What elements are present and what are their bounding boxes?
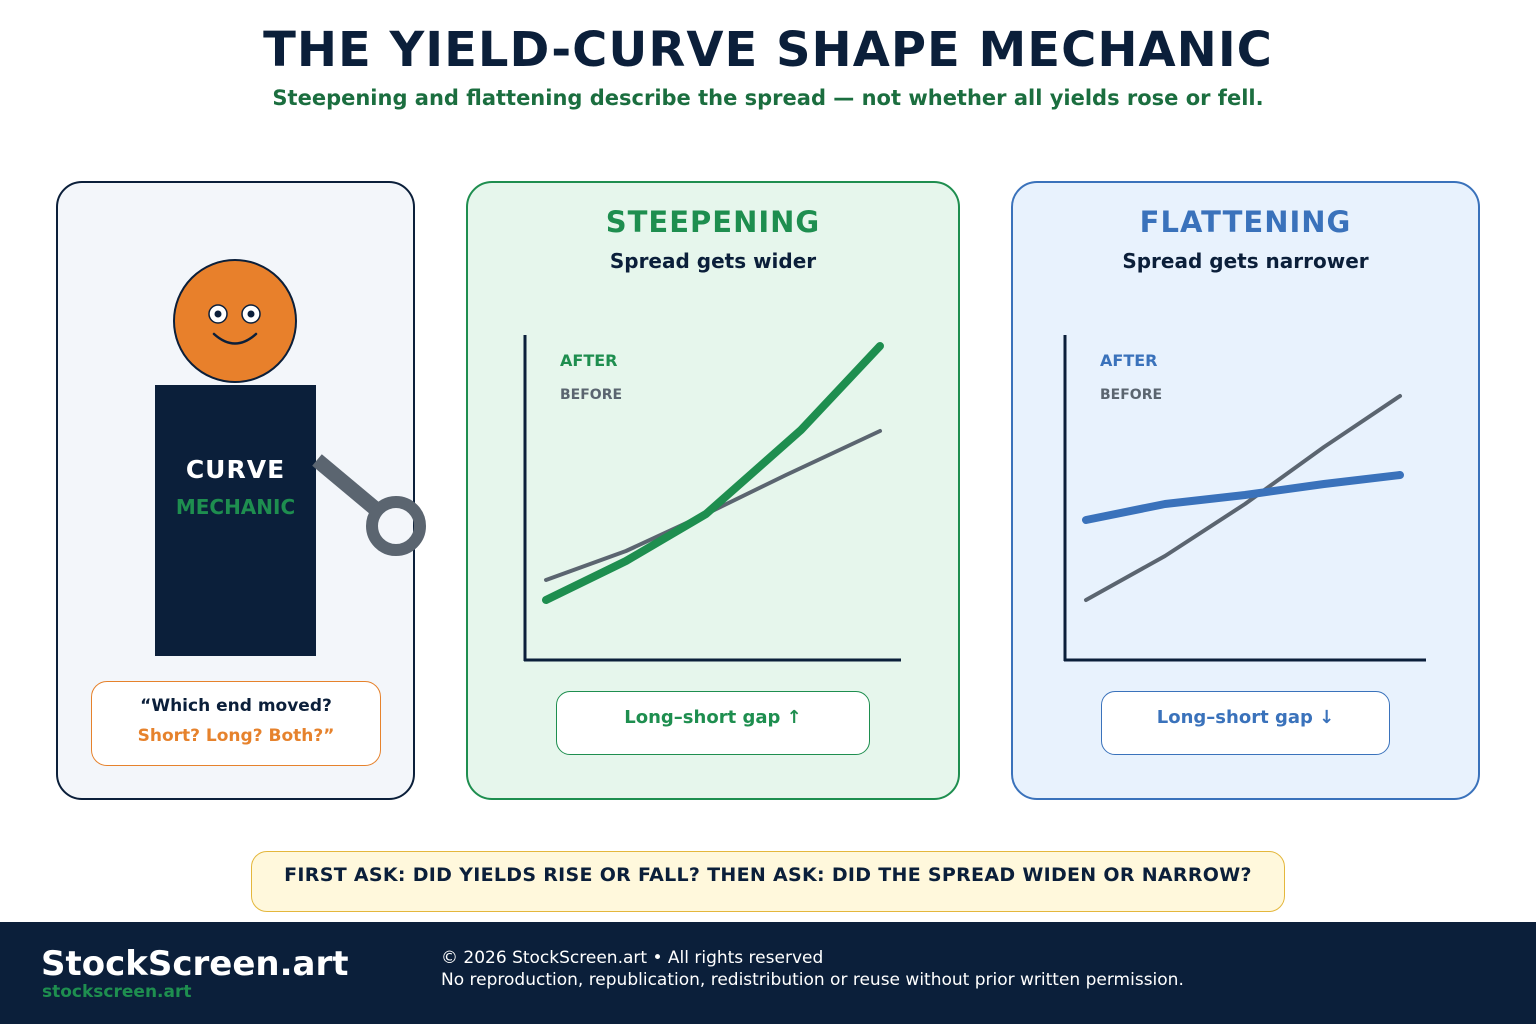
- mechanic-head: [173, 259, 297, 383]
- flattening-legend-after: AFTER: [1100, 351, 1157, 370]
- wrench-icon: [366, 496, 426, 556]
- speech-bubble: “Which end moved? Short? Long? Both?”: [91, 681, 381, 766]
- after-curve: [542, 342, 884, 604]
- steepening-gap-chip: Long–short gap ↑: [556, 691, 870, 755]
- mechanic-figure: [155, 259, 426, 656]
- wrench-handle: [312, 454, 383, 517]
- footer-notice: No reproduction, republication, redistri…: [441, 970, 1184, 990]
- page-title: THE YIELD-CURVE SHAPE MECHANIC: [263, 22, 1273, 78]
- smile-icon: [212, 332, 258, 345]
- flattening-subtitle: Spread gets narrower: [1122, 249, 1369, 273]
- footer: [0, 922, 1536, 1024]
- bubble-line-2: Short? Long? Both?”: [137, 726, 335, 746]
- shirt-label-mechanic: MECHANIC: [175, 495, 296, 519]
- mechanic-body: [155, 385, 316, 656]
- steepening-legend-before: BEFORE: [560, 387, 622, 403]
- after-curve: [1082, 471, 1404, 524]
- flattening-gap-chip: Long–short gap ↓: [1101, 691, 1390, 755]
- steepening-title: STEEPENING: [605, 205, 821, 239]
- steepening-legend-after: AFTER: [560, 351, 617, 370]
- footer-copyright: © 2026 StockScreen.art • All rights rese…: [441, 948, 824, 968]
- footer-brand: StockScreen.art: [41, 944, 349, 984]
- steepening-chart: AFTER BEFORE: [523, 335, 901, 662]
- flattening-legend-before: BEFORE: [1100, 387, 1162, 403]
- flattening-chart: AFTER BEFORE: [1063, 335, 1426, 662]
- question-banner: FIRST ASK: DID YIELDS RISE OR FALL? THEN…: [251, 851, 1285, 912]
- footer-url[interactable]: stockscreen.art: [42, 982, 192, 1002]
- steepening-subtitle: Spread gets wider: [609, 249, 817, 273]
- shirt-label-curve: CURVE: [185, 455, 286, 484]
- bubble-line-1: “Which end moved?: [140, 696, 332, 716]
- before-curve: [1084, 394, 1402, 602]
- flattening-title: FLATTENING: [1139, 205, 1352, 239]
- page-subtitle: Steepening and flattening describe the s…: [272, 86, 1264, 110]
